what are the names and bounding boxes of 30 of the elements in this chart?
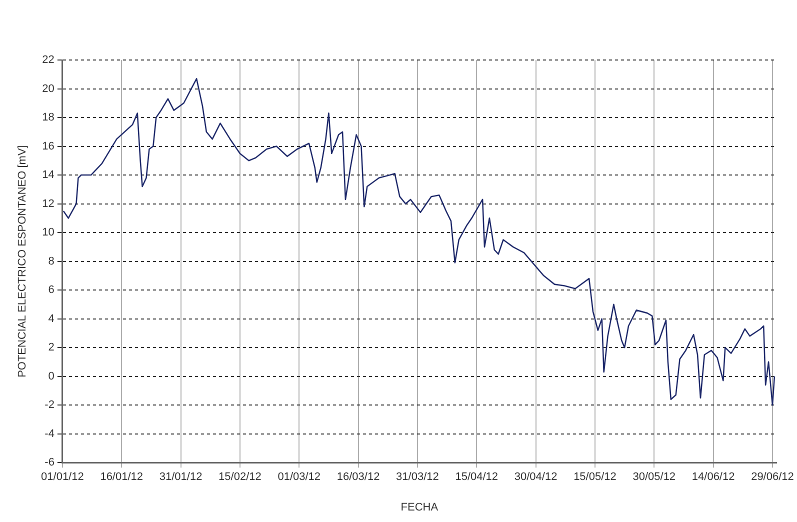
- x-tick-label: 29/06/12: [751, 471, 794, 484]
- y-tick-label: 12: [42, 198, 54, 210]
- y-tick-label: 22: [42, 54, 54, 66]
- y-tick-label: 4: [48, 312, 54, 325]
- y-tick-label: -2: [44, 399, 54, 412]
- y-tick-label: 16: [42, 140, 54, 152]
- x-axis-title: FECHA: [400, 501, 439, 514]
- x-tick-label: 15/05/12: [574, 471, 616, 484]
- y-tick-label: 18: [42, 112, 54, 124]
- x-tick-label: 15/04/12: [455, 471, 498, 484]
- y-tick-label: 8: [48, 255, 54, 268]
- y-axis-title: POTENCIAL ELECTRICO ESPONTANEO [mV]: [16, 145, 29, 378]
- x-tick-label: 16/01/12: [100, 471, 144, 484]
- y-tick-label: 10: [42, 226, 54, 239]
- x-tick-label: 31/03/12: [396, 471, 439, 484]
- x-tick-label: 31/01/12: [159, 471, 202, 484]
- x-tick-label: 30/04/12: [514, 471, 558, 484]
- y-tick-label: -4: [44, 428, 54, 440]
- x-tick-label: 01/01/12: [41, 471, 84, 484]
- y-tick-label: 20: [42, 82, 54, 95]
- y-tick-label: 6: [48, 284, 54, 296]
- y-tick-label: 0: [48, 370, 54, 382]
- y-tick-label: 14: [42, 169, 54, 182]
- y-tick-label: -6: [44, 456, 54, 469]
- x-tick-label: 16/03/12: [336, 471, 380, 484]
- y-tick-label: 2: [48, 342, 54, 354]
- x-tick-label: 30/05/12: [632, 471, 676, 484]
- x-tick-label: 15/02/12: [218, 471, 262, 484]
- x-tick-label: 14/06/12: [692, 471, 735, 484]
- x-tick-label: 01/03/12: [278, 471, 321, 484]
